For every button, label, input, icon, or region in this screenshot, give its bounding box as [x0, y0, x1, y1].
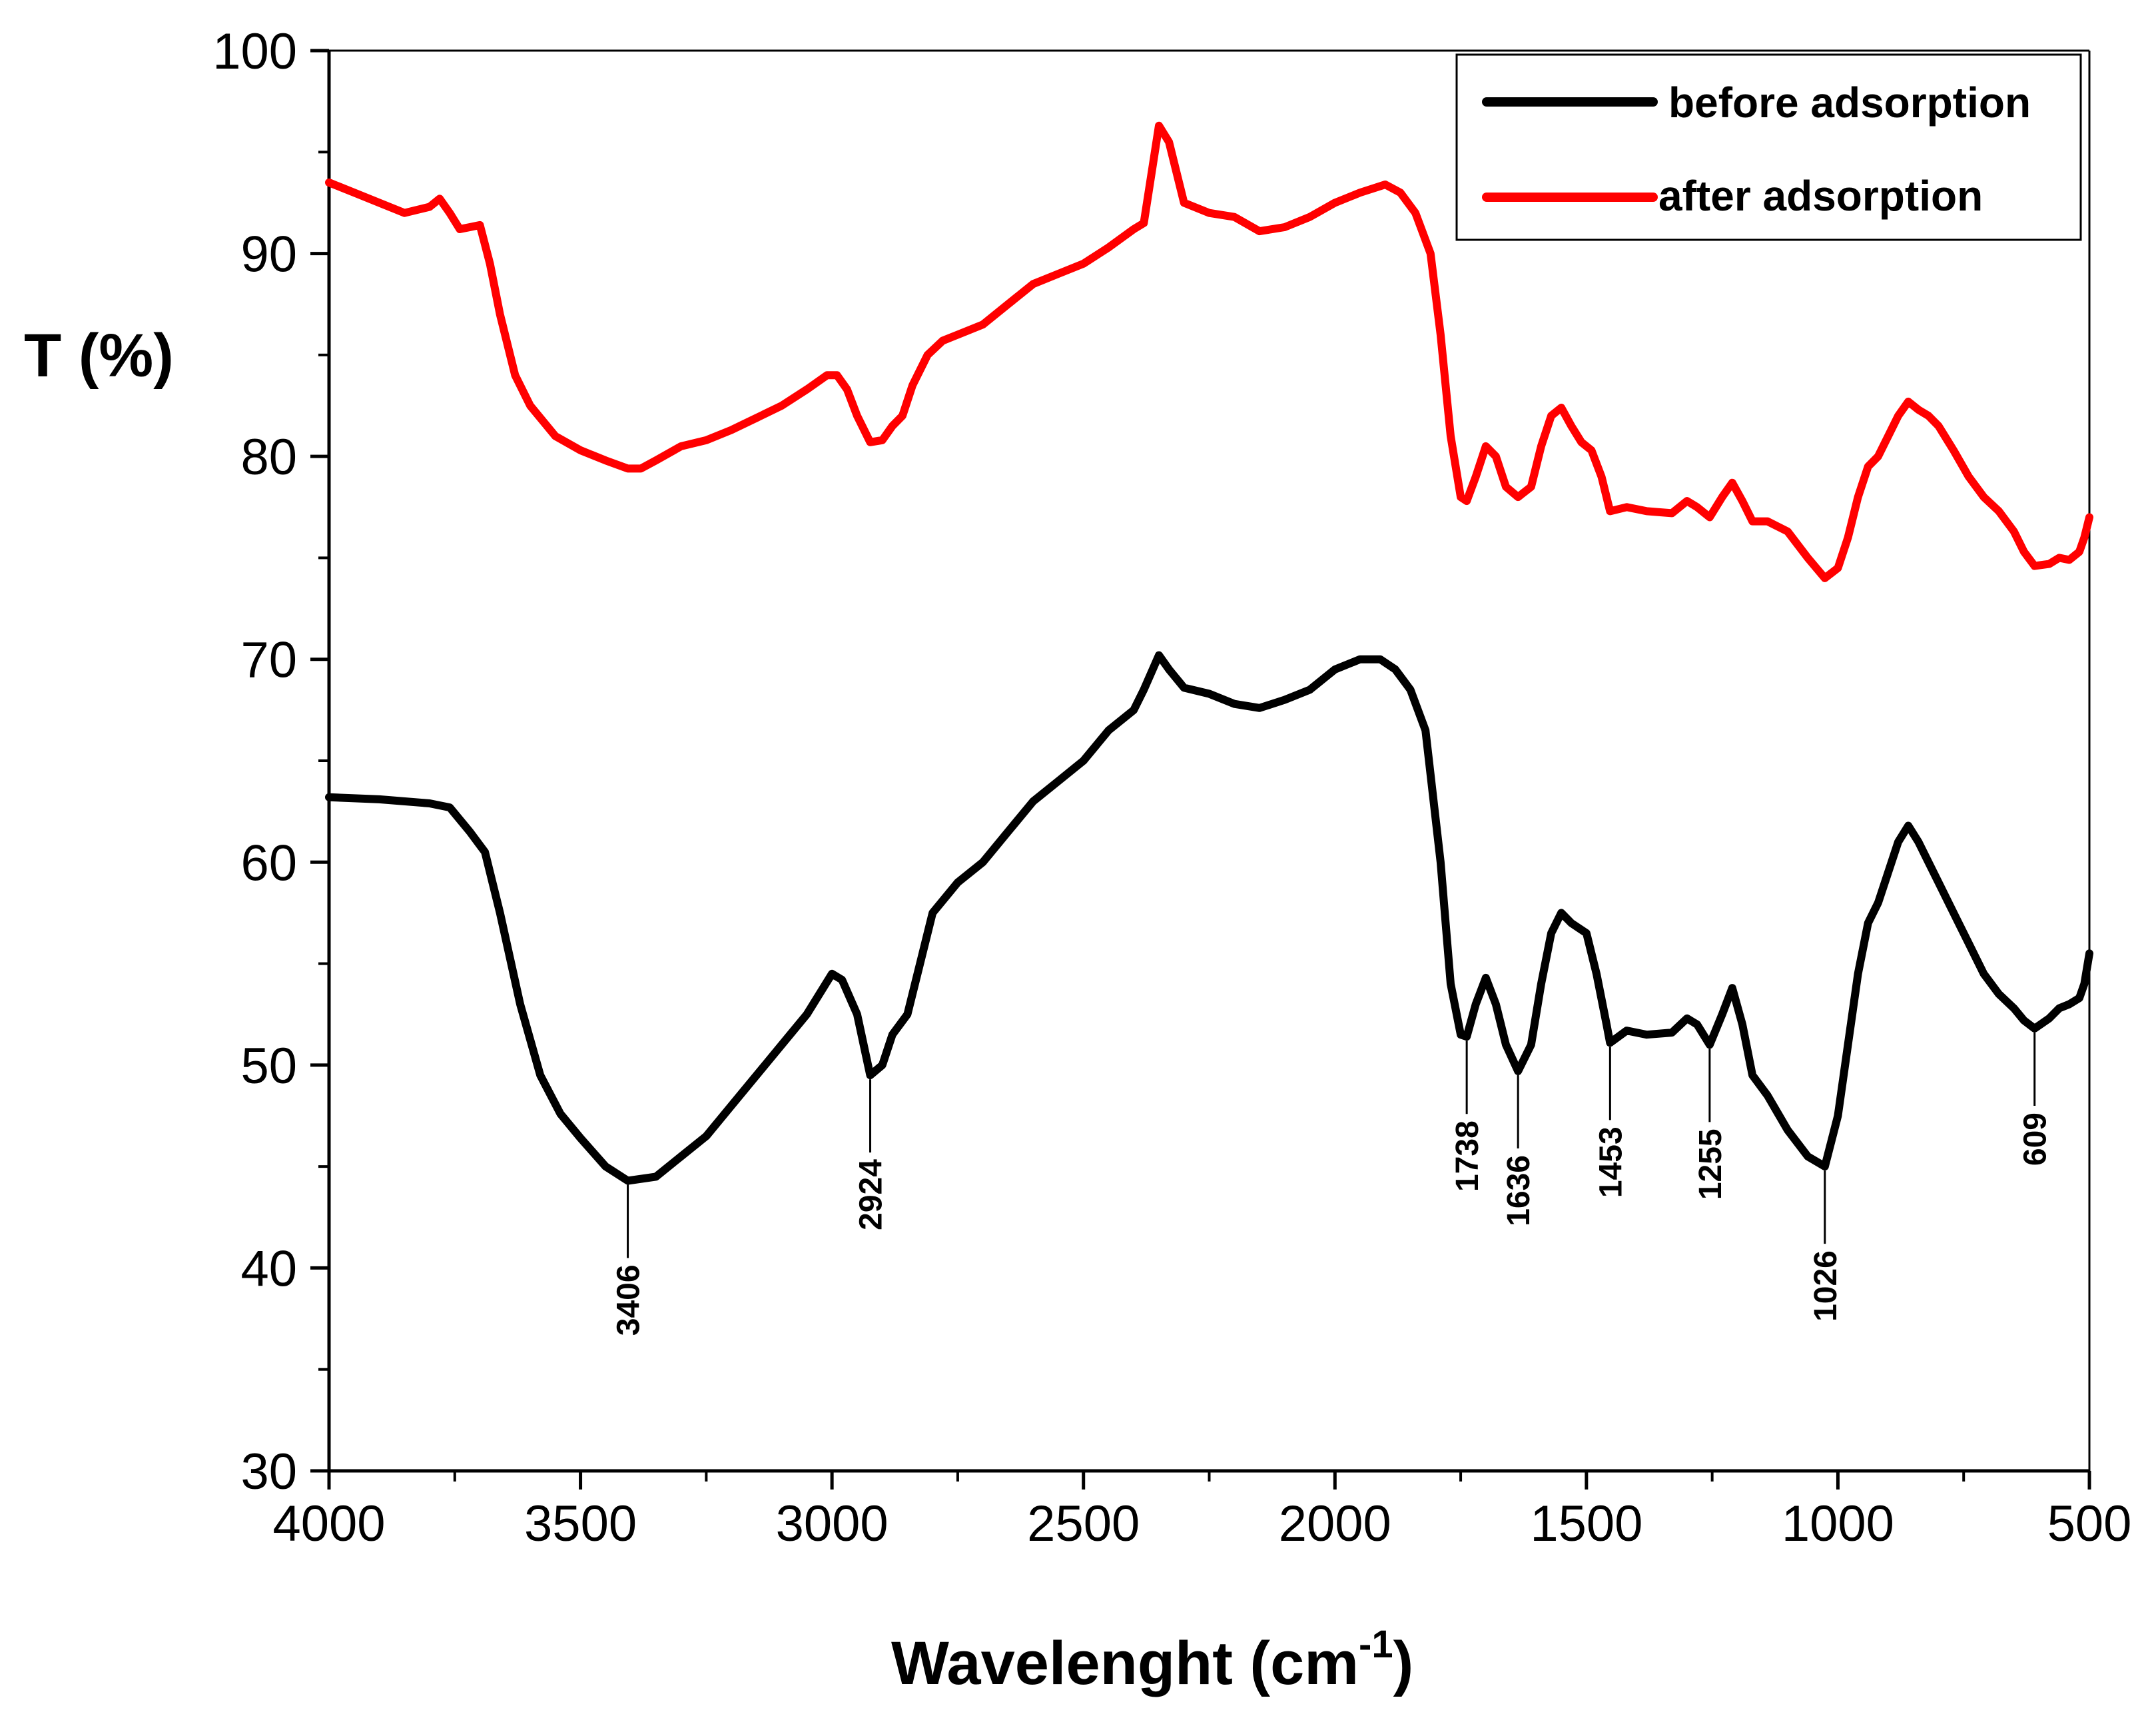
peak-label: 2924	[854, 1159, 889, 1230]
peak-label: 609	[2018, 1112, 2053, 1166]
y-tick-label: 80	[240, 429, 297, 486]
peak-annotations: 3406 2924 1738 1636 1453 1255 1026 609	[611, 1033, 2053, 1336]
peak-label: 3406	[611, 1264, 647, 1336]
peak-label: 1738	[1450, 1120, 1485, 1192]
y-tick-label: 50	[240, 1038, 297, 1094]
x-tick-label: 500	[2047, 1496, 2132, 1552]
y-tick-label: 90	[240, 226, 297, 283]
peak-label: 1636	[1501, 1155, 1537, 1226]
y-tick-label: 40	[240, 1240, 297, 1297]
x-axis-title-close: )	[1393, 1629, 1414, 1697]
y-axis-ticks: 30 40 50 60 70 80 90 100	[212, 23, 329, 1500]
y-tick-label: 70	[240, 632, 297, 689]
x-tick-label: 1500	[1530, 1496, 1642, 1552]
legend-label-before-adsorption: before adsorption	[1668, 79, 2031, 127]
legend: before adsorption after adsorption	[1455, 53, 2082, 241]
y-tick-label: 100	[212, 23, 297, 80]
x-tick-label: 4000	[272, 1496, 385, 1552]
legend-label-after-adsorption: after adsorption	[1658, 172, 1983, 220]
x-axis-ticks: 4000 3500 3000 2500 2000 1500 1000 500	[272, 1471, 2131, 1552]
x-tick-label: 2000	[1279, 1496, 1391, 1552]
series-line-before-adsorption	[325, 651, 2093, 1185]
x-tick-label: 2500	[1027, 1496, 1140, 1552]
series-layer	[325, 121, 2093, 1185]
x-tick-label: 1000	[1782, 1496, 1894, 1552]
x-tick-label: 3000	[776, 1496, 889, 1552]
legend-box	[1455, 53, 2082, 241]
x-axis-title-main: Wavelenght (cm	[891, 1629, 1359, 1697]
peak-label: 1255	[1693, 1128, 1728, 1200]
y-tick-label: 30	[240, 1444, 297, 1500]
x-tick-label: 3500	[524, 1496, 637, 1552]
y-tick-label: 60	[240, 835, 297, 891]
peak-label: 1453	[1593, 1126, 1628, 1198]
x-axis-title: Wavelenght (cm-1)	[891, 1623, 1413, 1697]
series-line-after-adsorption	[325, 121, 2093, 582]
peak-label: 1026	[1808, 1250, 1844, 1322]
y-axis-title: T (%)	[24, 322, 174, 390]
x-axis-title-superscript: -1	[1359, 1623, 1393, 1666]
